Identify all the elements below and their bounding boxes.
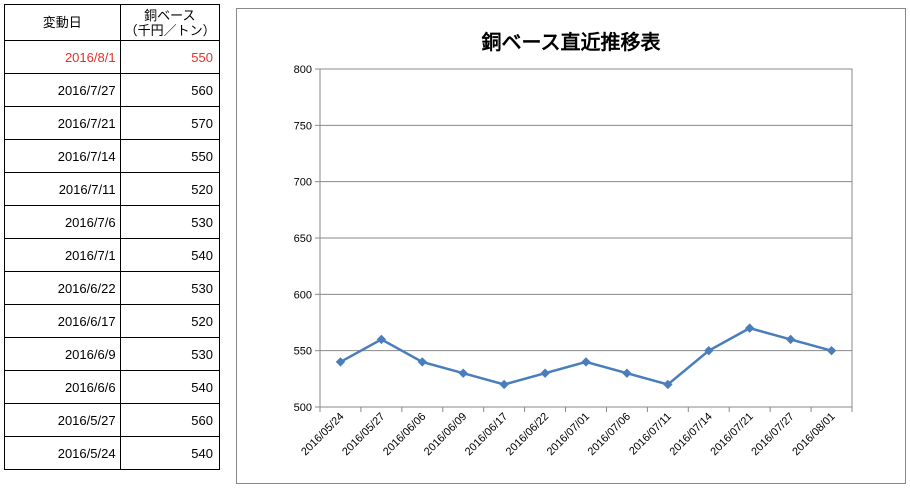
x-tick-label: 2016/07/27 (749, 411, 796, 458)
row-date: 2016/7/21 (4, 106, 121, 140)
price-table-body: 2016/8/1 550 2016/7/27 560 2016/7/21 570 2016/… (4, 40, 221, 470)
x-tick-label: 2016/07/14 (667, 411, 714, 458)
row-price: 520 (119, 304, 221, 338)
row-price: 530 (119, 337, 221, 371)
row-price: 530 (119, 205, 221, 239)
row-date: 2016/7/11 (4, 172, 121, 206)
table-row: 2016/7/21 570 (4, 106, 221, 140)
y-tick-label: 600 (294, 289, 312, 301)
table-row: 2016/8/1 550 (4, 40, 221, 74)
table-row: 2016/7/11 520 (4, 172, 221, 206)
series-line (339, 326, 832, 386)
x-tick-label: 2016/07/01 (545, 411, 592, 458)
data-point (744, 323, 755, 333)
row-price: 540 (119, 370, 221, 404)
row-price: 560 (119, 403, 221, 437)
data-point (581, 357, 591, 367)
row-price: 540 (119, 238, 221, 272)
price-header-line2: （千円／トン） (124, 22, 216, 38)
price-column-header: 銅ベース （千円／トン） (119, 4, 221, 41)
table-row: 2016/6/22 530 (4, 271, 221, 305)
row-price: 570 (119, 106, 221, 140)
x-tick-label: 2016/06/09 (422, 411, 469, 458)
row-price: 550 (119, 40, 221, 74)
y-tick-label: 750 (294, 120, 312, 132)
data-point (335, 357, 346, 367)
row-date: 2016/6/17 (4, 304, 121, 338)
y-tick-label: 500 (294, 402, 312, 414)
y-tick-label: 700 (294, 177, 312, 189)
data-point (663, 379, 673, 390)
row-date: 2016/8/1 (4, 40, 121, 74)
y-tick-label: 650 (294, 233, 312, 245)
data-point (417, 357, 428, 367)
row-date: 2016/7/27 (4, 73, 121, 107)
x-tick-label: 2016/05/24 (299, 411, 346, 458)
data-point (785, 334, 796, 345)
x-tick-label: 2016/07/06 (586, 411, 633, 458)
data-point (826, 345, 837, 356)
table-row: 2016/7/14 550 (4, 139, 221, 173)
row-date: 2016/7/1 (4, 238, 121, 272)
x-tick-label: 2016/06/22 (504, 411, 551, 458)
table-row: 2016/7/1 540 (4, 238, 221, 272)
y-tick-label: 550 (294, 346, 312, 358)
row-date: 2016/7/14 (4, 139, 121, 173)
row-price: 540 (119, 436, 221, 470)
table-row: 2016/7/6 530 (4, 205, 221, 239)
price-header-line1: 銅ベース (144, 7, 196, 23)
data-point (499, 379, 509, 390)
x-tick-label: 2016/06/06 (381, 411, 428, 458)
row-date: 2016/5/27 (4, 403, 121, 437)
x-tick-label: 2016/06/17 (463, 411, 510, 458)
table-row: 2016/6/17 520 (4, 304, 221, 338)
row-date: 2016/6/22 (4, 271, 121, 305)
price-table: 変動日 銅ベース （千円／トン） 2016/8/1 550 2016/7/27 560… (4, 4, 221, 470)
data-point (540, 368, 550, 378)
table-row: 2016/6/9 530 (4, 337, 221, 371)
table-row: 2016/6/6 540 (4, 370, 221, 404)
x-tick-label: 2016/08/01 (790, 411, 837, 458)
row-price: 520 (119, 172, 221, 206)
table-row: 2016/7/27 560 (4, 73, 221, 107)
row-price: 530 (119, 271, 221, 305)
row-date: 2016/6/6 (4, 370, 121, 404)
table-row: 2016/5/24 540 (4, 436, 221, 470)
table-row: 2016/5/27 560 (4, 403, 221, 437)
line-chart: 銅ベース直近推移表 500 550 600 650 700 750 800 2016/05/2… (294, 30, 853, 458)
chart-title: 銅ベース直近推移表 (482, 30, 662, 54)
data-point (704, 345, 714, 356)
data-point (376, 334, 387, 345)
row-date: 2016/5/24 (4, 436, 121, 470)
row-date: 2016/6/9 (4, 337, 121, 371)
data-point (622, 368, 632, 378)
row-date: 2016/7/6 (4, 205, 121, 239)
x-tick-label: 2016/07/21 (708, 411, 755, 458)
y-tick-label: 800 (294, 64, 312, 76)
x-tick-label: 2016/05/27 (340, 411, 387, 458)
table-header-row: 変動日 銅ベース （千円／トン） (4, 4, 221, 41)
date-column-header: 変動日 (4, 4, 121, 41)
x-tick-label: 2016/07/11 (627, 411, 674, 458)
data-point (458, 368, 468, 378)
chart-area: 銅ベース直近推移表 500 550 600 650 700 750 800 2016/05/2… (236, 8, 906, 484)
row-price: 560 (119, 73, 221, 107)
row-price: 550 (119, 139, 221, 173)
